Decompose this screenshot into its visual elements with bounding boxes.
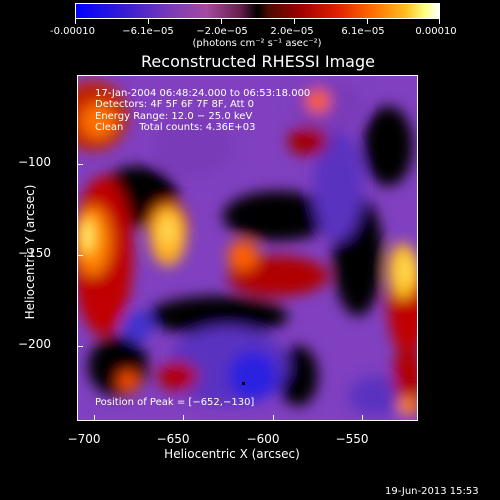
render-timestamp: 19-Jun-2013 15:53	[385, 486, 479, 497]
colorbar-units: (photons cm⁻² s⁻¹ asec⁻²)	[192, 38, 322, 49]
colorbar-tick-mark	[75, 19, 76, 24]
colorbar-tick-mark	[294, 19, 295, 24]
x-axis-label: Heliocentric X (arcsec)	[164, 447, 300, 461]
peak-marker	[242, 382, 245, 385]
y-tick-mark	[77, 255, 83, 256]
y-tick-label: −150	[18, 246, 51, 260]
rhessi-image	[77, 75, 418, 421]
x-tick-mark	[183, 415, 184, 421]
peak-position: Position of Peak = [−652,−130]	[95, 397, 255, 408]
colorbar-tick-mark	[439, 19, 440, 24]
x-tick-label: −650	[156, 432, 190, 446]
y-tick-mark	[77, 164, 83, 165]
colorbar-tick-label: −6.1e−05	[122, 26, 174, 37]
y-tick-label: −100	[18, 155, 51, 169]
y-tick-mark	[77, 346, 83, 347]
colorbar-tick-mark	[148, 19, 149, 24]
x-tick-mark	[362, 415, 363, 421]
colorbar-tick-label: 2.0e−05	[270, 26, 314, 37]
y-tick-label: −200	[18, 337, 51, 351]
colorbar-tick-mark	[367, 19, 368, 24]
x-tick-mark	[273, 415, 274, 421]
observation-time: 17-Jan-2004 06:48:24.000 to 06:53:18.000	[95, 88, 311, 99]
colorbar-tick-mark	[221, 19, 222, 24]
x-tick-mark	[94, 415, 95, 421]
x-tick-label: −700	[67, 432, 101, 446]
colorbar	[75, 3, 440, 19]
clean-total-counts: Clean Total counts: 4.36E+03	[95, 122, 256, 133]
image-canvas	[78, 76, 417, 420]
y-axis-label: Heliocentric Y (arcsec)	[23, 184, 37, 320]
colorbar-tick-label: 6.1e−05	[341, 26, 385, 37]
colorbar-tick-label: −2.0e−05	[196, 26, 248, 37]
colorbar-tick-label: 0.00010	[415, 26, 457, 37]
x-tick-label: −600	[246, 432, 280, 446]
x-tick-label: −550	[335, 432, 369, 446]
colorbar-tick-label: -0.00010	[50, 26, 95, 37]
energy-range: Energy Range: 12.0 − 25.0 keV	[95, 111, 253, 122]
image-title: Reconstructed RHESSI Image	[141, 52, 375, 71]
detectors-info: Detectors: 4F 5F 6F 7F 8F, Att 0	[95, 99, 255, 110]
